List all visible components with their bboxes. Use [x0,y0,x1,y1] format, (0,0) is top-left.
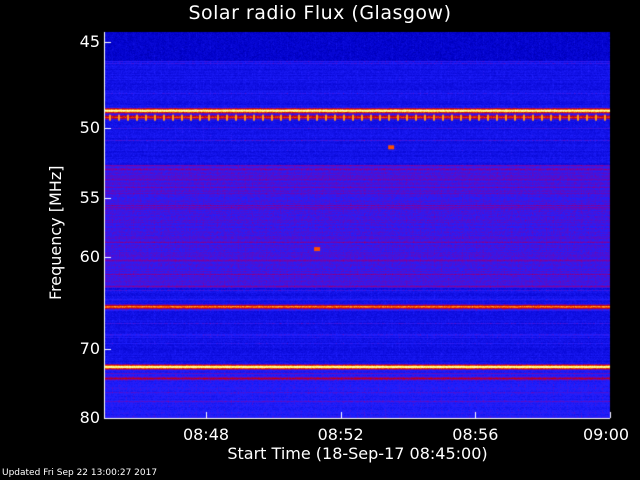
y-tick-label: 55 [79,188,100,208]
chart-title: Solar radio Flux (Glasgow) [188,2,452,24]
y-axis-label: Frequency [MHz] [46,165,65,300]
y-tick-label: 45 [79,31,100,51]
y-tick-label: 50 [79,117,100,137]
x-axis-label: Start Time (18-Sep-17 08:45:00) [227,444,488,463]
y-tick-label: 70 [79,338,100,358]
x-tick-label: 08:56 [452,425,499,444]
updated-timestamp: Updated Fri Sep 22 13:00:27 2017 [2,468,158,478]
y-tick-label: 60 [79,246,100,266]
x-tick-label: 08:48 [182,425,230,444]
y-tick-label: 80 [79,408,100,427]
y-axis-label-wrap: Frequency [MHz] [46,166,66,450]
x-tick-label: 08:52 [317,425,364,444]
x-tick-label: 09:00 [582,425,630,444]
